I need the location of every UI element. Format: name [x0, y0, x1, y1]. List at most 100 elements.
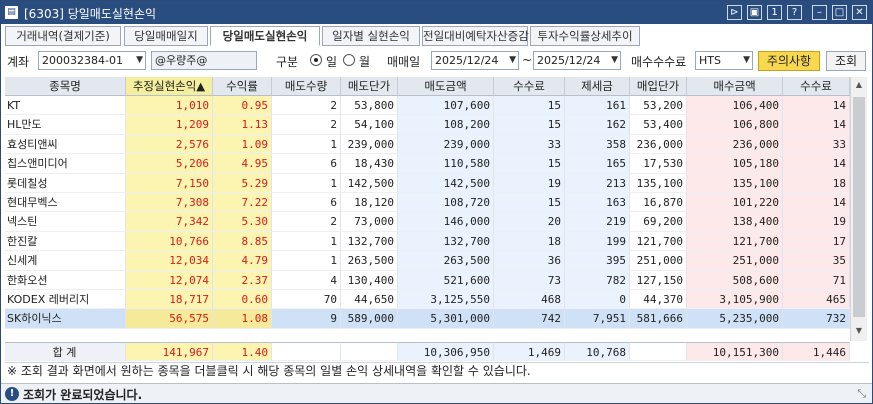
fee-select[interactable]: HTS ▼: [695, 51, 753, 70]
date-from-field[interactable]: 2025/12/24 ▼: [431, 51, 519, 70]
title-bar: ▤ [6303] 당일매도실현손익 ⊳ ▣ 1 ? – □ ✕: [1, 1, 872, 24]
tab-asset-change[interactable]: 전일대비예탁자산증감: [422, 26, 529, 46]
cell-sell-price: 589,000: [341, 309, 398, 329]
col-header-rate[interactable]: 수익률: [213, 77, 272, 96]
cell-buy-fee: 17: [783, 231, 850, 252]
tab-daily-pnl-by-date[interactable]: 일자별 실현손익: [322, 26, 420, 46]
close-icon[interactable]: ✕: [852, 5, 867, 20]
status-bar: ! 조회가 완료되었습니다. ⤡: [1, 383, 872, 403]
radio-day[interactable]: [310, 54, 322, 66]
radio-month[interactable]: [343, 54, 355, 66]
cell-sell-price: 53,800: [341, 96, 398, 116]
date-to-field[interactable]: 2025/12/24 ▼: [533, 51, 621, 70]
cell-sell-fee: 468: [494, 290, 565, 310]
cell-sell-fee: 742: [494, 309, 565, 329]
total-buy-amount: 10,151,300: [687, 342, 783, 361]
resize-grip-icon[interactable]: ⤡: [857, 387, 866, 400]
table-row[interactable]: 현대무벡스 7,308 7.22 6 18,120 108,720 15 163 16,870 1…: [5, 193, 850, 213]
cell-buy-price: 251,000: [630, 251, 687, 271]
table-row[interactable]: HL만도 1,209 1.13 2 54,100 108,200 15 162 53,400 10…: [5, 115, 850, 135]
cell-sell-qty: 2: [272, 96, 341, 116]
total-fee: 1,469: [494, 342, 565, 361]
col-header-buy-price[interactable]: 매입단가: [630, 77, 687, 96]
cell-sell-fee: 15: [494, 193, 565, 213]
table-row[interactable]: 롯데칠성 7,150 5.29 1 142,500 142,500 19 213 135,100…: [5, 173, 850, 193]
link-icon[interactable]: ⊳: [727, 5, 742, 20]
tab-trade-history[interactable]: 거래내역(결제기준): [5, 26, 121, 46]
table-row[interactable]: KODEX 레버리지 18,717 0.60 70 44,650 3,125,550 468…: [5, 290, 850, 310]
calendar-dropdown-icon: ▼: [509, 55, 516, 65]
cell-tax: 782: [565, 270, 630, 290]
chevron-down-icon: ▼: [136, 55, 143, 65]
table-row[interactable]: KT 1,010 0.95 2 53,800 107,600 15 161 53,200 106,…: [5, 96, 850, 116]
cell-buy-fee: 35: [783, 251, 850, 271]
cell-pnl: 10,766: [126, 231, 213, 252]
cell-pnl: 1,209: [126, 115, 213, 135]
fee-label: 매수수수료: [631, 55, 687, 69]
cell-sell-fee: 15: [494, 96, 565, 116]
col-header-buy-amount[interactable]: 매수금액: [687, 77, 783, 96]
radio-month-label[interactable]: 월: [359, 55, 371, 69]
col-header-pnl[interactable]: 추정실현손익▲: [126, 77, 213, 96]
cell-tax: 219: [565, 212, 630, 232]
total-empty-buy-price: [630, 342, 687, 361]
numbered-icon[interactable]: 1: [767, 5, 782, 20]
cell-rate: 8.85: [213, 231, 272, 252]
table-row[interactable]: 효성티앤씨 2,576 1.09 1 239,000 239,000 33 358 236,00…: [5, 134, 850, 155]
cell-tax: 162: [565, 115, 630, 135]
minimize-icon[interactable]: –: [812, 5, 827, 20]
filter-bar: 계좌 200032384-01 ▼ @우량주@ 구분 일 월 매매일 2025/…: [1, 48, 872, 74]
table-row[interactable]: 넥스틴 7,342 5.30 2 73,000 146,000 20 219 69,200 138…: [5, 212, 850, 232]
scroll-up-icon[interactable]: ▲: [855, 80, 863, 89]
tab-daily-journal[interactable]: 당일매매일지: [124, 26, 208, 46]
account-select[interactable]: 200032384-01 ▼: [38, 51, 146, 70]
cell-name: KODEX 레버리지: [5, 290, 126, 310]
cell-sell-qty: 4: [272, 270, 341, 290]
col-header-sell-fee[interactable]: 수수료: [494, 77, 565, 96]
maximize-icon[interactable]: □: [832, 5, 847, 20]
scroll-down-icon[interactable]: ▼: [855, 326, 863, 335]
help-icon[interactable]: ?: [787, 5, 802, 20]
cell-sell-qty: 70: [272, 290, 341, 310]
cell-name: 한화오션: [5, 270, 126, 290]
cell-buy-amount: 236,000: [687, 134, 783, 155]
col-header-sell-amount[interactable]: 매도금액: [398, 77, 494, 96]
cell-sell-fee: 18: [494, 231, 565, 252]
cell-sell-price: 44,650: [341, 290, 398, 310]
cell-sell-qty: 2: [272, 115, 341, 135]
col-header-sell-price[interactable]: 매도단가: [341, 77, 398, 96]
cell-name: 넥스틴: [5, 212, 126, 232]
scroll-thumb[interactable]: [853, 97, 865, 317]
radio-day-label[interactable]: 일: [326, 55, 338, 69]
cell-tax: 213: [565, 173, 630, 193]
capture-icon[interactable]: ▣: [747, 5, 762, 20]
cell-rate: 7.22: [213, 193, 272, 213]
status-text: 조회가 완료되었습니다.: [23, 388, 143, 402]
table-row[interactable]: SK하이닉스 56,575 1.08 9 589,000 5,301,000 742 7,95…: [5, 309, 850, 329]
cell-buy-fee: 14: [783, 96, 850, 116]
cell-rate: 5.29: [213, 173, 272, 193]
cell-pnl: 12,034: [126, 251, 213, 271]
tab-return-trend[interactable]: 투자수익률상세추이: [530, 26, 640, 46]
cell-buy-fee: 14: [783, 193, 850, 213]
table-row[interactable]: 한진칼 10,766 8.85 1 132,700 132,700 18 199 121,700…: [5, 231, 850, 252]
cell-pnl: 7,308: [126, 193, 213, 213]
cell-sell-qty: 6: [272, 193, 341, 213]
col-header-buy-fee[interactable]: 수수료: [783, 77, 850, 96]
cell-sell-price: 239,000: [341, 134, 398, 155]
table-row[interactable]: 칩스앤미디어 5,206 4.95 6 18,430 110,580 15 165 17,530…: [5, 154, 850, 174]
cell-tax: 395: [565, 251, 630, 271]
notice-button[interactable]: 주의사항: [758, 51, 820, 71]
date-tilde: ~: [522, 53, 533, 67]
col-header-sell-qty[interactable]: 매도수량: [272, 77, 341, 96]
table-row[interactable]: 신세계 12,034 4.79 1 263,500 263,500 36 395 251,000…: [5, 251, 850, 271]
search-button[interactable]: 조회: [826, 51, 866, 71]
table-row[interactable]: 한화오션 12,074 2.37 4 130,400 521,600 73 782 127,15…: [5, 270, 850, 290]
tab-daily-realized-pnl[interactable]: 당일매도실현손익: [210, 26, 320, 46]
cell-sell-qty: 1: [272, 173, 341, 193]
cell-name: 현대무벡스: [5, 193, 126, 213]
col-header-name[interactable]: 종목명: [5, 77, 126, 96]
table-scrollbar[interactable]: ▲ ▼: [850, 77, 867, 341]
cell-name: KT: [5, 96, 126, 116]
col-header-tax[interactable]: 제세금: [565, 77, 630, 96]
